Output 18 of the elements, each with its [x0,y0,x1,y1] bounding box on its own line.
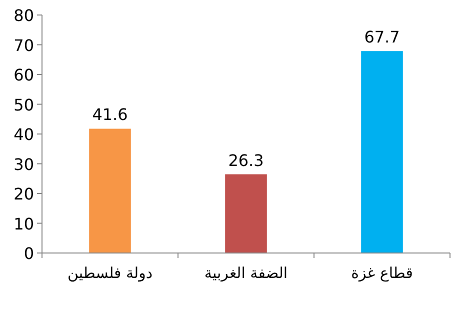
y-tick-label: 50 [14,95,34,114]
y-tick-label: 70 [14,36,34,55]
x-tick-label: الضفة الغربية [204,264,288,282]
bar [89,128,131,254]
y-tick-label: 20 [14,184,34,204]
x-tick-label: دولة فلسطين [67,264,153,282]
y-tick-label: 80 [14,6,34,25]
x-tick-label: قطاع غزة [351,264,413,282]
bar [361,51,403,254]
y-tick-label: 10 [14,214,34,234]
y-tick-label: 40 [14,125,34,144]
data-label: 67.7 [364,28,400,47]
y-tick-label: 0 [24,244,34,263]
y-tick-label: 30 [14,154,34,174]
data-label: 26.3 [228,150,264,170]
y-tick-label: 60 [14,66,34,84]
data-label: 41.6 [92,105,128,124]
bar [225,174,267,254]
